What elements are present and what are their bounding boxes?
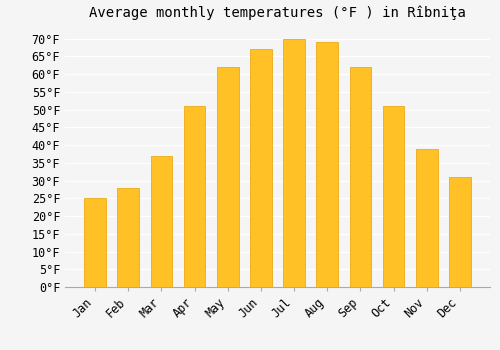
Bar [350,67,371,287]
Bar [449,177,470,287]
Bar [118,188,139,287]
Bar [316,42,338,287]
Bar [184,106,206,287]
Bar [250,49,272,287]
Bar [383,106,404,287]
Bar [284,38,305,287]
Bar [416,149,438,287]
Bar [217,67,238,287]
Title: Average monthly temperatures (°F ) in Rîbniţa: Average monthly temperatures (°F ) in Rî… [89,5,466,20]
Bar [150,156,172,287]
Bar [84,198,106,287]
